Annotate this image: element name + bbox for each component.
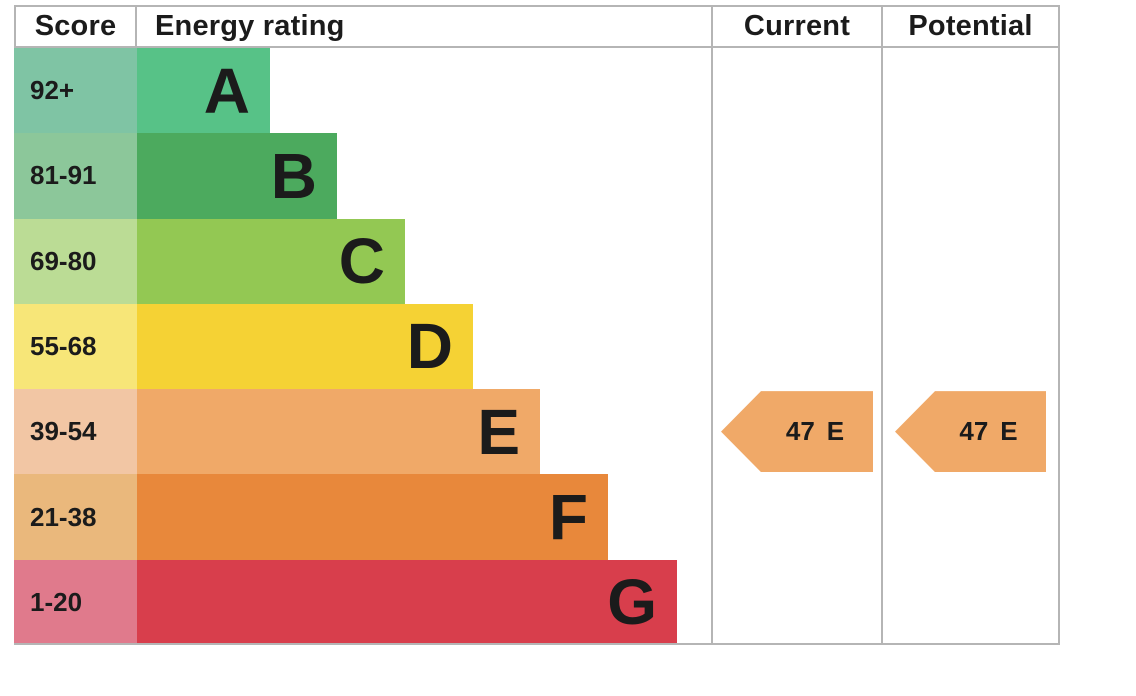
- score-range-cell: 55-68: [14, 303, 137, 390]
- rating-grade-letter: E: [477, 395, 520, 468]
- score-range-label: 69-80: [30, 245, 97, 276]
- rating-rows: 92+ A 81-91 B 69-80 C 55-68 D 39-54: [14, 48, 713, 645]
- score-range-label: 21-38: [30, 501, 97, 532]
- rating-grade-letter: A: [203, 54, 250, 127]
- header-score-label: Score: [34, 10, 117, 42]
- score-range-label: 55-68: [30, 330, 97, 361]
- score-range-cell: 81-91: [14, 133, 137, 219]
- score-range-label: 92+: [30, 75, 75, 106]
- rating-grade-letter: G: [607, 566, 657, 639]
- divider-potential-right: [1058, 48, 1060, 645]
- rating-bar-d: D: [137, 303, 473, 390]
- divider-current-left: [711, 48, 713, 645]
- score-range-cell: 21-38: [14, 474, 137, 560]
- header-energy-rating: Energy rating: [135, 5, 713, 48]
- score-range-label: 81-91: [30, 160, 97, 191]
- header-score: Score: [14, 5, 137, 48]
- rating-grade-letter: B: [270, 139, 317, 212]
- rating-row: 21-38 F: [14, 474, 713, 560]
- rating-bar-c: C: [137, 218, 405, 304]
- current-score: 47: [785, 416, 815, 447]
- header-current-label: Current: [743, 10, 851, 42]
- score-range-label: 1-20: [30, 586, 83, 617]
- potential-column: 47 E: [883, 48, 1058, 645]
- score-range-label: 39-54: [30, 416, 97, 447]
- score-range-cell: 1-20: [14, 559, 137, 645]
- current-column: 47 E: [713, 48, 881, 645]
- rating-bar-f: F: [137, 474, 608, 560]
- score-range-cell: 92+: [14, 48, 137, 134]
- potential-arrow: 47 E: [895, 391, 1046, 473]
- score-range-cell: 39-54: [14, 389, 137, 475]
- rating-row: 81-91 B: [14, 133, 713, 219]
- rating-row: 92+ A: [14, 48, 713, 134]
- rating-row: 1-20 G: [14, 559, 713, 645]
- rating-row: 55-68 D: [14, 303, 713, 390]
- divider-current-potential: [881, 48, 883, 645]
- rating-bar-b: B: [137, 133, 337, 219]
- potential-score: 47: [959, 416, 989, 447]
- rating-row: 69-80 C: [14, 218, 713, 304]
- rating-grade-letter: D: [406, 310, 453, 383]
- current-arrow: 47 E: [721, 391, 873, 473]
- rating-grade-letter: F: [548, 481, 588, 554]
- rating-bar-e: E: [137, 389, 540, 475]
- current-grade: E: [826, 416, 845, 447]
- score-range-cell: 69-80: [14, 218, 137, 304]
- header-potential-label: Potential: [908, 10, 1033, 42]
- rating-row: 39-54 E: [14, 389, 713, 475]
- rating-grade-letter: C: [338, 225, 385, 298]
- potential-grade: E: [1000, 416, 1018, 447]
- rating-bar-g: G: [137, 559, 677, 645]
- rating-bar-a: A: [137, 48, 270, 134]
- header-current: Current: [711, 5, 883, 48]
- chart-bottom-border: [14, 643, 1060, 645]
- chart-area: Score Energy rating Current Potential 92…: [14, 5, 1060, 646]
- header-energy-rating-label: Energy rating: [155, 10, 345, 42]
- header-potential: Potential: [881, 5, 1060, 48]
